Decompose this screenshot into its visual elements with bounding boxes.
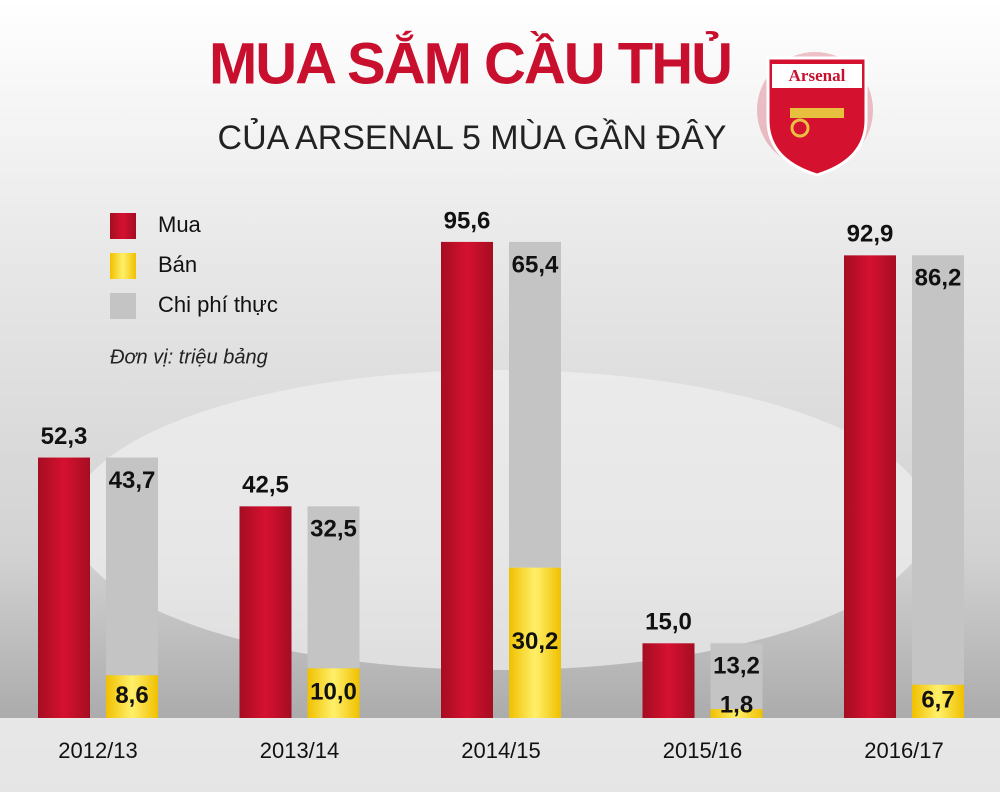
bar-sell [710,709,763,718]
x-tick-label: 2014/15 [461,738,541,763]
logo-wheel [790,118,810,138]
value-label: 15,0 [645,609,692,636]
bar-sell [912,684,964,718]
value-label: 8,6 [115,682,148,709]
x-tick-label: 2015/16 [663,738,743,763]
value-label: 86,2 [915,265,962,292]
value-label: 95,6 [444,207,491,234]
bar-net [307,506,360,669]
value-label: 92,9 [847,221,894,248]
chart-subtitle: CỦA ARSENAL 5 MÙA GẦN ĐÂY [218,119,727,157]
category-band [0,718,1000,792]
legend-swatch [110,253,136,279]
bar-buy [38,457,90,718]
value-label: 65,4 [512,251,559,278]
legend-label: Chi phí thực [158,292,278,317]
x-tick-label: 2016/17 [864,738,944,763]
bar-sell [509,567,561,718]
unit-note: Đơn vị: triệu bảng [110,346,268,368]
value-label: 42,5 [242,472,289,499]
value-label: 32,5 [310,516,357,543]
x-tick-label: 2012/13 [58,738,138,763]
value-label: 30,2 [512,628,559,655]
bar-buy [844,255,896,718]
bar-sell [106,675,158,718]
value-label: 6,7 [921,687,954,714]
logo: Arsenal [757,52,873,177]
logo-text: Arsenal [789,66,846,85]
value-label: 1,8 [720,691,753,718]
value-label: 52,3 [41,423,88,450]
legend-label: Mua [158,212,202,237]
value-label: 10,0 [310,678,357,705]
value-label: 43,7 [109,467,156,494]
logo-banner [772,64,862,88]
legend-swatch [110,293,136,319]
bar-sell [307,668,360,718]
value-label: 13,2 [713,653,760,680]
bar-net [912,255,964,685]
pitch-glow [70,370,930,670]
bar-buy [642,643,695,718]
bar-buy [441,241,493,719]
bar-net [509,241,561,568]
legend-label: Bán [158,252,197,277]
bar-net [106,457,158,676]
legend-swatch [110,213,136,239]
bar-buy [239,506,292,718]
bar-net [710,643,763,710]
logo-cannon [790,108,844,118]
chart-title: MUA SẮM CẦU THỦ [209,31,731,96]
x-tick-label: 2013/14 [260,738,340,763]
